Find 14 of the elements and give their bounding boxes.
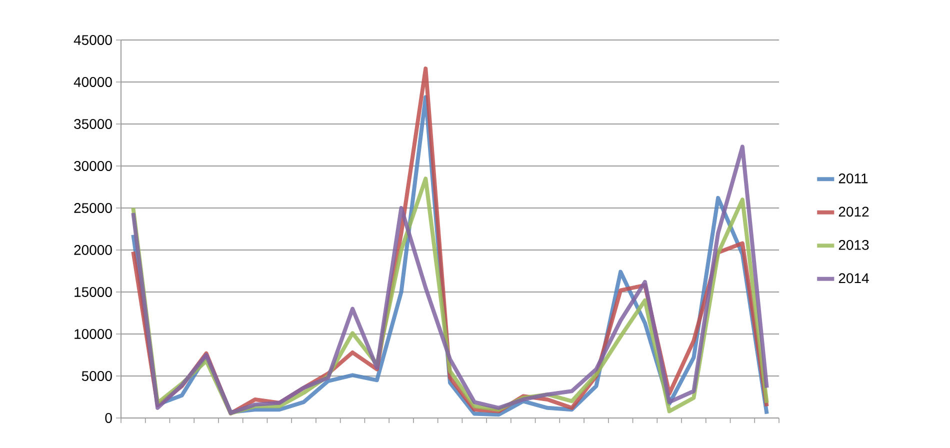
y-tick-label: 5000	[82, 371, 112, 381]
y-tick-label: 40000	[74, 77, 112, 87]
y-tick-label: 10000	[74, 329, 112, 339]
y-tick-label: 20000	[74, 245, 112, 255]
legend-label: 2013	[838, 240, 869, 250]
legend-label: 2011	[838, 173, 868, 184]
y-tick-label: 45000	[74, 35, 112, 45]
y-tick-label: 0	[105, 413, 112, 423]
y-tick-label: 25000	[74, 203, 112, 213]
y-tick-label: 30000	[74, 161, 112, 171]
legend-label: 2012	[838, 206, 869, 217]
y-tick-label: 15000	[74, 287, 112, 297]
y-tick-label: 35000	[74, 119, 112, 129]
legend-label: 2014	[838, 273, 869, 284]
